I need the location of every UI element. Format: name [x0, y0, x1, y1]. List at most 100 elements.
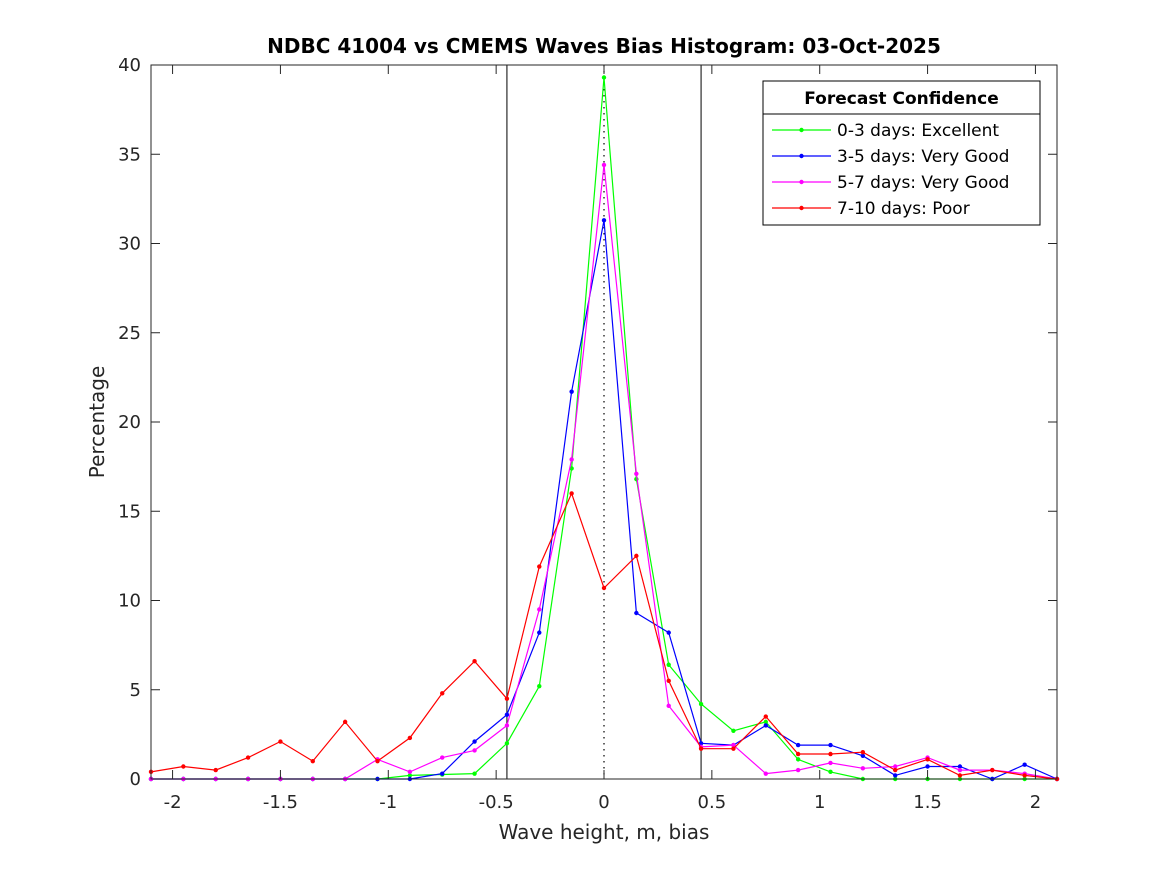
data-point: [731, 742, 736, 748]
data-point: [698, 746, 704, 751]
data-point: [504, 696, 510, 701]
data-point: [213, 767, 218, 773]
data-point: [537, 564, 542, 569]
data-point: [925, 764, 930, 769]
data-point: [634, 553, 639, 559]
y-tick-label: 30: [118, 234, 141, 255]
data-point: [893, 773, 898, 778]
legend-entry-3: 5-7 days: Very Good: [772, 173, 1009, 193]
legend-swatch-marker: [799, 205, 804, 211]
data-point: [1022, 762, 1027, 767]
legend-label: 3-5 days: Very Good: [837, 147, 1009, 167]
data-point: [472, 748, 477, 753]
data-point: [569, 389, 574, 394]
legend-box: [762, 80, 1041, 226]
data-point: [440, 691, 445, 696]
x-tick-label: -0.5: [479, 792, 514, 813]
data-point: [440, 771, 445, 776]
series-4: [148, 491, 1060, 782]
legend-entry-1: 0-3 days: Excellent: [772, 121, 999, 141]
data-point: [860, 750, 866, 755]
data-point: [601, 585, 607, 591]
x-tick-label: 0: [598, 792, 609, 813]
x-tick-label: 0.5: [698, 792, 727, 813]
data-point: [472, 771, 477, 776]
legend-label: 0-3 days: Excellent: [837, 121, 999, 141]
data-point: [957, 767, 963, 773]
data-point: [763, 719, 768, 725]
data-point: [666, 662, 671, 667]
data-point: [763, 723, 768, 728]
legend-label: 5-7 days: Very Good: [837, 173, 1009, 193]
data-point: [698, 701, 704, 707]
legend-title: Forecast Confidence: [804, 89, 999, 109]
data-point: [795, 751, 801, 757]
data-point: [795, 742, 801, 748]
legend-swatch-marker: [799, 127, 804, 133]
data-point: [407, 773, 413, 778]
legend-swatch-marker: [799, 179, 804, 185]
legend-entry-4: 7-10 days: Poor: [772, 199, 970, 219]
x-tick-label: 1: [814, 792, 825, 813]
data-point: [666, 630, 671, 635]
y-tick-label: 15: [118, 501, 141, 522]
data-point: [342, 719, 348, 725]
data-point: [893, 767, 898, 773]
x-tick-label: -1: [379, 792, 397, 813]
data-point: [990, 767, 995, 773]
x-tick-label: 2: [1030, 792, 1041, 813]
data-point: [731, 728, 736, 734]
y-axis-label: Percentage: [85, 366, 109, 479]
y-tick-label: 10: [118, 591, 141, 612]
data-point: [375, 758, 380, 764]
data-point: [245, 755, 251, 760]
data-point: [569, 457, 574, 462]
data-point: [601, 218, 607, 223]
x-tick-label: -2: [164, 792, 182, 813]
data-point: [407, 769, 413, 775]
data-point: [504, 712, 510, 717]
data-point: [634, 610, 639, 616]
data-point: [537, 630, 542, 635]
x-tick-label: -1.5: [263, 792, 298, 813]
data-point: [731, 746, 736, 751]
data-point: [278, 739, 283, 744]
x-axis-ticks: -2 -1.5 -1 -0.5 0 0.5 1 1.5 2: [164, 65, 1041, 813]
data-point: [569, 466, 574, 471]
data-point: [828, 769, 833, 775]
y-tick-label: 35: [118, 144, 141, 165]
data-point: [893, 764, 898, 769]
data-point: [504, 723, 510, 728]
chart-title: NDBC 41004 vs CMEMS Waves Bias Histogram…: [267, 34, 941, 58]
legend-label: 7-10 days: Poor: [837, 199, 970, 219]
data-point: [537, 683, 542, 689]
data-point: [763, 714, 768, 719]
data-point: [957, 764, 963, 769]
data-point: [601, 162, 607, 168]
data-point: [472, 658, 477, 664]
data-point: [925, 757, 930, 762]
data-point: [763, 771, 768, 776]
data-point: [634, 471, 639, 476]
y-tick-label: 5: [130, 680, 141, 701]
y-axis-ticks: 0 5 10 15 20 25 30 35 40: [118, 55, 1057, 790]
data-point: [601, 75, 607, 80]
x-axis-label: Wave height, m, bias: [499, 820, 710, 844]
legend-entry-2: 3-5 days: Very Good: [772, 147, 1009, 167]
data-point: [795, 767, 801, 773]
data-point: [828, 760, 833, 766]
data-point: [310, 758, 315, 764]
data-point: [666, 678, 671, 684]
data-point: [440, 755, 445, 760]
legend: Forecast Confidence 0-3 days: Excellent 3-…: [762, 80, 1041, 226]
data-point: [472, 739, 477, 744]
data-point: [795, 757, 801, 762]
data-point: [504, 741, 510, 746]
data-point: [407, 735, 413, 741]
data-point: [181, 764, 186, 769]
y-tick-label: 20: [118, 412, 141, 433]
y-tick-label: 40: [118, 55, 141, 76]
data-point: [1022, 773, 1027, 778]
data-point: [537, 607, 542, 612]
